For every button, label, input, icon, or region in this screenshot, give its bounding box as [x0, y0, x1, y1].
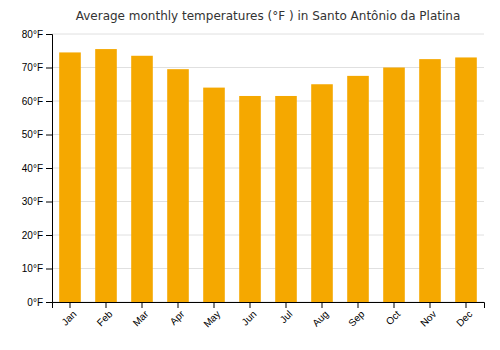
tick-label: Jan [59, 308, 78, 327]
tick-mark [46, 135, 52, 136]
tick-label: Aug [310, 308, 330, 328]
title: Average monthly temperatures (°F ) in Sa… [76, 9, 461, 23]
tick: 80°F [22, 29, 52, 40]
tick-label: 70°F [22, 62, 43, 73]
tick: Aug [310, 302, 330, 329]
tick-label: Oct [384, 308, 403, 327]
tick-label: Dec [454, 308, 474, 328]
tick-mark [46, 68, 52, 69]
tick: 20°F [22, 230, 52, 241]
tick-mark [46, 302, 52, 303]
tick: Sep [346, 302, 367, 329]
axis-line [53, 303, 485, 309]
tick-mark [46, 101, 52, 102]
tick: 0°F [27, 297, 52, 308]
tick: Jul [278, 302, 295, 325]
bar [347, 76, 369, 302]
bar [383, 68, 405, 303]
tick-label: 20°F [22, 230, 43, 241]
tick-label: Jul [278, 308, 295, 325]
tick-mark [322, 302, 323, 308]
tick-mark [46, 202, 52, 203]
tick: 60°F [22, 96, 52, 107]
tick-label: May [201, 308, 222, 329]
y-axis: 0°F 10°F 20°F 30°F 40°F 50°F 60°F 70°F 80°F [22, 29, 53, 308]
tick-label: 50°F [22, 129, 43, 140]
bar [203, 88, 225, 302]
tick-mark [466, 302, 467, 308]
tick-mark [178, 302, 179, 308]
tick-mark [250, 302, 251, 308]
grid [52, 34, 484, 302]
chart: 0°F 10°F 20°F 30°F 40°F 50°F 60°F 70°F 80°F Jan Fe… [0, 0, 500, 350]
tick-mark [46, 269, 52, 270]
tick-mark [142, 302, 143, 308]
tick-mark [358, 302, 359, 308]
grid-line [52, 34, 484, 35]
tick-label: Sep [346, 308, 367, 329]
tick: Nov [418, 302, 438, 329]
bar [275, 96, 297, 302]
tick-mark [286, 302, 287, 308]
tick: 10°F [22, 263, 52, 274]
tick-mark [394, 302, 395, 308]
bar [419, 59, 441, 302]
bar [455, 57, 477, 302]
tick: 40°F [22, 163, 52, 174]
bar [167, 69, 189, 302]
bar [59, 52, 81, 302]
tick: Dec [454, 302, 474, 329]
tick-label: 80°F [22, 29, 43, 40]
axis-line [46, 35, 53, 303]
tick-mark [46, 34, 52, 35]
bar [311, 84, 333, 302]
tick-mark [214, 302, 215, 308]
tick: 70°F [22, 62, 52, 73]
tick-label: 30°F [22, 196, 43, 207]
bar [95, 49, 117, 302]
tick-label: 40°F [22, 163, 43, 174]
tick: Apr [168, 302, 187, 327]
tick-mark [106, 302, 107, 308]
tick: Jan [59, 302, 78, 328]
bar [239, 96, 261, 302]
tick: Oct [384, 302, 403, 327]
tick: 30°F [22, 196, 52, 207]
tick-label: Jun [239, 308, 258, 327]
tick-mark [70, 302, 71, 308]
tick-label: Apr [168, 308, 187, 327]
tick-label: Feb [95, 308, 115, 328]
tick-label: Nov [418, 308, 438, 328]
tick-label: 0°F [27, 297, 43, 308]
tick: Mar [131, 302, 151, 328]
bar [131, 56, 153, 302]
x-axis: Jan Feb Mar Apr May Jun Jul Aug Sep Oct Nov Dec [53, 302, 485, 330]
tick-mark [46, 168, 52, 169]
tick-label: 10°F [22, 263, 43, 274]
tick-mark [430, 302, 431, 308]
tick-label: 60°F [22, 96, 43, 107]
tick-mark [46, 235, 52, 236]
plot: 0°F 10°F 20°F 30°F 40°F 50°F 60°F 70°F 80°F Jan Fe… [22, 29, 485, 330]
tick-label: Mar [131, 308, 151, 328]
tick: Jun [239, 302, 258, 328]
tick: 50°F [22, 129, 52, 140]
tick: May [201, 302, 222, 330]
tick: Feb [95, 302, 115, 328]
bars [59, 49, 477, 302]
